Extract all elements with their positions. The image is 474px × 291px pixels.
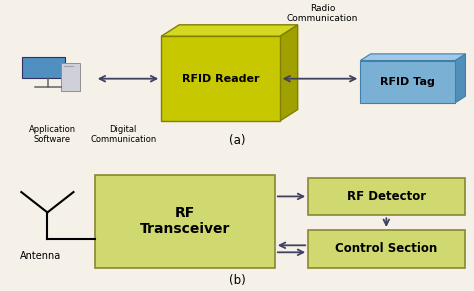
Text: Antenna: Antenna bbox=[19, 251, 61, 261]
FancyBboxPatch shape bbox=[161, 36, 280, 121]
Text: Application
Software: Application Software bbox=[28, 125, 76, 144]
Text: RFID Reader: RFID Reader bbox=[182, 74, 259, 84]
FancyBboxPatch shape bbox=[22, 56, 65, 78]
FancyBboxPatch shape bbox=[95, 175, 275, 268]
Polygon shape bbox=[455, 54, 465, 103]
Polygon shape bbox=[280, 25, 298, 121]
FancyBboxPatch shape bbox=[308, 230, 465, 268]
Text: RF Detector: RF Detector bbox=[347, 190, 426, 203]
FancyBboxPatch shape bbox=[61, 63, 80, 91]
FancyBboxPatch shape bbox=[360, 61, 455, 103]
Text: Control Section: Control Section bbox=[335, 242, 438, 255]
Text: (b): (b) bbox=[228, 274, 246, 287]
Text: Digital
Communication: Digital Communication bbox=[90, 125, 156, 144]
FancyBboxPatch shape bbox=[308, 178, 465, 215]
Text: RFID Tag: RFID Tag bbox=[380, 77, 435, 87]
Polygon shape bbox=[360, 54, 465, 61]
Text: RF
Transceiver: RF Transceiver bbox=[140, 206, 230, 236]
Text: (a): (a) bbox=[229, 134, 245, 147]
Polygon shape bbox=[161, 25, 298, 36]
Text: Radio
Communication: Radio Communication bbox=[287, 4, 358, 23]
